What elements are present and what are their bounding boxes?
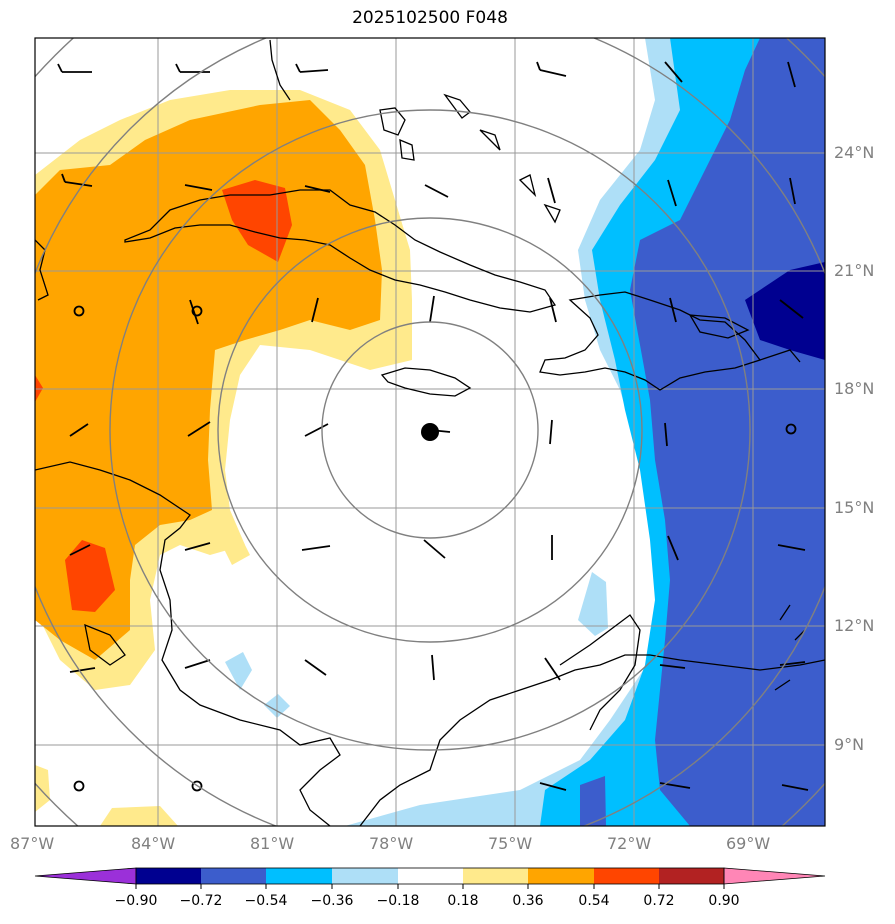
colorbar-tick-label: 0.72	[643, 893, 675, 909]
hispaniola-coastline	[539, 291, 762, 391]
lon-label: 72°W	[607, 834, 652, 853]
contour-yellow-patch	[35, 765, 50, 812]
florida-coastline	[269, 39, 291, 101]
colorbar-tick-label: 0.18	[447, 893, 479, 909]
lon-label: 81°W	[250, 834, 295, 853]
colorbar-segment	[332, 868, 398, 884]
colorbar-segment	[659, 868, 724, 884]
yucatan-coastline	[35, 239, 49, 301]
gridlines	[35, 38, 825, 826]
contour-red	[222, 180, 292, 262]
colorbar-segment	[463, 868, 528, 884]
jamaica-coastline	[380, 367, 472, 397]
lon-label: 87°W	[10, 834, 55, 853]
colorbar-segment	[266, 868, 332, 884]
contour-mid-blue-patch	[743, 690, 758, 722]
lon-label: 69°W	[726, 834, 771, 853]
colorbar-tick-label: −0.18	[376, 893, 420, 909]
lon-label: 75°W	[488, 834, 533, 853]
colorbar-segment	[201, 868, 266, 884]
contour-mid-blue-patch	[580, 776, 606, 826]
cuba-coastline	[124, 189, 557, 313]
contour-mid-blue	[630, 38, 825, 826]
lat-label: 24°N	[834, 143, 875, 162]
colombia-coastline	[559, 614, 641, 731]
colorbar-tick-label: 0.54	[578, 893, 610, 909]
contour-red	[65, 540, 115, 612]
lesser-antilles-coastline	[759, 349, 806, 691]
lat-label: 15°N	[834, 498, 875, 517]
colorbar-tick-label: 0.90	[708, 893, 740, 909]
lon-label: 78°W	[369, 834, 414, 853]
colorbar-tick-label: −0.36	[310, 893, 354, 909]
map-frame	[34, 37, 826, 827]
contour-yellow-patch	[222, 535, 250, 565]
lat-label: 9°N	[834, 735, 865, 754]
contour-light-blue-patch	[225, 652, 252, 690]
plot-title: 2025102500 F048	[352, 8, 508, 28]
colorbar	[34, 867, 826, 889]
colorbar-segment	[398, 868, 463, 884]
contour-light-blue-patch	[578, 572, 608, 636]
lat-label: 18°N	[834, 379, 875, 398]
storm-center-marker	[421, 423, 439, 441]
lat-label: 12°N	[834, 616, 875, 635]
wind-barbs	[57, 61, 809, 792]
colorbar-extend-high	[723, 867, 826, 885]
coastlines	[35, 39, 825, 826]
central-america-coastline	[35, 461, 341, 826]
colorbar-tick-label: 0.36	[512, 893, 544, 909]
colorbar-tick-label: −0.54	[244, 893, 288, 909]
bahamas-coastline	[379, 93, 561, 224]
colorbar-segment	[594, 868, 659, 884]
contour-fill	[35, 38, 825, 826]
contour-orange	[35, 100, 382, 660]
lon-label: 84°W	[131, 834, 176, 853]
colorbar-segment	[136, 868, 201, 884]
south-america-coastline	[359, 654, 825, 826]
colorbar-segment	[528, 868, 594, 884]
mosquito-coast	[84, 623, 126, 666]
puerto-rico-coastline	[688, 314, 750, 339]
lat-label: 21°N	[834, 261, 875, 280]
colorbar-extend-low	[34, 867, 137, 885]
colorbar-tick-label: −0.72	[179, 893, 223, 909]
contour-navy	[745, 262, 825, 360]
contour-yellow-patch	[100, 806, 178, 826]
colorbar-tick-label: −0.90	[114, 893, 158, 909]
